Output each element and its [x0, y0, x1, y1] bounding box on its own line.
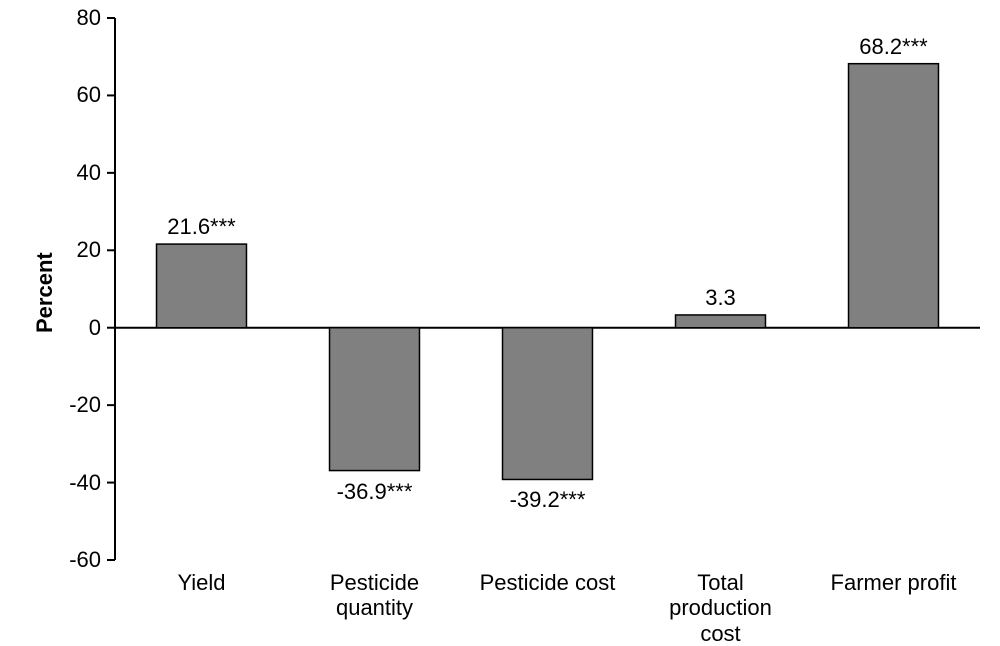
y-tick-label: 40: [77, 160, 101, 186]
category-label-line: Total: [634, 570, 807, 595]
y-tick-label: -20: [69, 392, 101, 418]
bar-value-label: -39.2***: [48, 487, 1000, 513]
y-tick-label: 20: [77, 237, 101, 263]
category-label-line: production: [634, 595, 807, 620]
y-tick-label: -60: [69, 547, 101, 573]
category-label: Farmer profit: [807, 570, 980, 595]
y-axis-label: Percent: [32, 252, 58, 333]
bar: [503, 328, 593, 480]
y-tick-label: 0: [89, 315, 101, 341]
y-tick-label: 60: [77, 82, 101, 108]
category-label-line: Farmer profit: [807, 570, 980, 595]
category-label-line: quantity: [288, 595, 461, 620]
bar-value-label: 3.3: [221, 285, 1000, 311]
category-label: Pesticide cost: [461, 570, 634, 595]
category-label-line: Yield: [115, 570, 288, 595]
category-label-line: Pesticide cost: [461, 570, 634, 595]
category-label: Yield: [115, 570, 288, 595]
chart-svg: [0, 0, 1000, 646]
bar: [330, 328, 420, 471]
bar: [676, 315, 766, 328]
category-label: Pesticidequantity: [288, 570, 461, 621]
bar-value-label: 21.6***: [0, 214, 702, 240]
category-label: Totalproductioncost: [634, 570, 807, 646]
category-label-line: Pesticide: [288, 570, 461, 595]
bar-chart: -60-40-2002040608021.6***Yield-36.9***Pe…: [0, 0, 1000, 646]
bar-value-label: 68.2***: [394, 34, 1000, 60]
category-label-line: cost: [634, 621, 807, 646]
y-tick-label: 80: [77, 5, 101, 31]
